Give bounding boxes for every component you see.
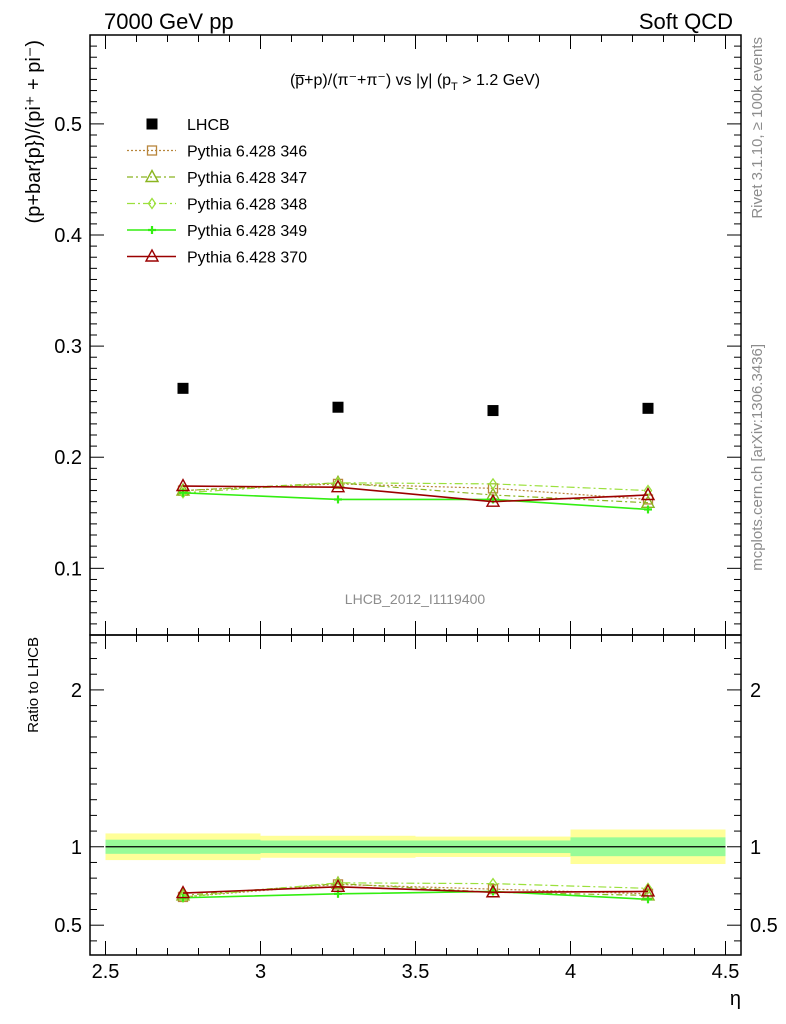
ratio-y-tick-label-left: 1 (71, 837, 82, 859)
main-point-pythia-6-428-349-3 (644, 505, 652, 514)
legend: LHCB Pythia 6.428 346 Pythia 6.428 347 Pyth… (127, 117, 307, 267)
x-tick-labels: 2.5 3 3.5 4 4.5 (92, 961, 740, 983)
x-tick-label: 2.5 (92, 961, 120, 983)
ratio-point-pythia-6-428-370-3 (640, 883, 656, 897)
legend-label-pythia-6-428-370: Pythia 6.428 370 (187, 250, 307, 267)
legend-marker-lhcb (146, 118, 158, 130)
main-y-tick-label: 0.4 (54, 225, 82, 247)
main-point-lhcb-1 (332, 401, 344, 413)
ratio-line-pythia-6-428-347 (182, 883, 649, 896)
ratio-point-pythia-6-428-348-0 (178, 890, 188, 904)
main-y-tick-label: 0.2 (54, 447, 82, 469)
legend-label-lhcb: LHCB (187, 117, 230, 134)
x-tick-label: 4 (565, 961, 576, 983)
plot-title-sub: T (451, 81, 458, 93)
ratio-point-pythia-6-428-348-1 (333, 876, 343, 889)
main-line-pythia-6-428-348 (182, 482, 649, 494)
ratio-series-pythia-6-428-370 (175, 878, 656, 899)
ratio-y-tick-label-right: 0.5 (750, 915, 778, 937)
legend-entry-pythia-6-428-348: Pythia 6.428 348 (127, 197, 307, 214)
ratio-line-pythia-6-428-348 (182, 882, 649, 898)
header-energy-label: 7000 GeV pp (104, 9, 234, 34)
main-point-lhcb-3 (642, 402, 654, 414)
main-point-pythia-6-428-370-1 (330, 479, 346, 493)
x-axis-label: η (730, 988, 741, 1010)
ratio-point-pythia-6-428-370-2 (485, 884, 501, 898)
main-y-tick-label: 0.5 (54, 114, 82, 136)
main-series-pythia-6-428-346 (177, 478, 654, 505)
legend-marker-pythia-6-428-346 (146, 145, 158, 156)
plot-title-main: (p̅+p)/(π⁻+π⁻) vs |y| (p (290, 72, 451, 89)
analysis-watermark: LHCB_2012_I1119400 (345, 591, 486, 607)
legend-label-pythia-6-428-347: Pythia 6.428 347 (187, 170, 307, 187)
main-series-group (175, 382, 656, 514)
header-category-label: Soft QCD (639, 9, 733, 34)
main-line-pythia-6-428-370 (182, 485, 649, 503)
ratio-point-pythia-6-428-348-3 (643, 882, 653, 895)
ratio-y-tick-label-left: 0.5 (54, 915, 82, 937)
plot-title-tail: > 1.2 GeV) (458, 72, 540, 89)
ratio-line-pythia-6-428-349 (182, 890, 649, 901)
main-point-lhcb-2 (487, 405, 499, 417)
legend-marker-pythia-6-428-349 (148, 226, 156, 234)
ratio-uncertainty-bands (105, 829, 726, 865)
main-point-pythia-6-428-348-2 (488, 477, 498, 491)
legend-entry-pythia-6-428-346: Pythia 6.428 346 (127, 144, 307, 161)
ratio-y-tick-label-left: 2 (71, 680, 82, 702)
plot-title: (p̅+p)/(π⁻+π⁻) vs |y| (pT > 1.2 GeV) (290, 72, 540, 93)
main-y-axis-label: (p+bar{p})/(pi⁺ + pi⁻) (23, 40, 45, 223)
ratio-series-group (175, 875, 656, 904)
main-series-pythia-6-428-347 (175, 474, 656, 508)
legend-label-pythia-6-428-349: Pythia 6.428 349 (187, 223, 307, 240)
main-series-pythia-6-428-370 (175, 478, 656, 507)
ratio-plot-frame (89, 634, 742, 956)
main-point-pythia-6-428-370-0 (175, 478, 191, 492)
x-tick-label: 4.5 (712, 961, 740, 983)
legend-marker-pythia-6-428-347 (144, 169, 160, 183)
main-y-tick-labels: 0.1 0.2 0.3 0.4 0.5 (54, 114, 82, 580)
main-point-pythia-6-428-349-1 (334, 495, 342, 504)
legend-label-pythia-6-428-348: Pythia 6.428 348 (187, 197, 307, 214)
legend-entry-pythia-6-428-347: Pythia 6.428 347 (127, 169, 307, 187)
axis-ticks (90, 35, 741, 955)
main-point-lhcb-0 (177, 382, 189, 394)
legend-entry-pythia-6-428-370: Pythia 6.428 370 (127, 248, 307, 267)
main-y-tick-label: 0.1 (54, 558, 82, 580)
legend-entry-lhcb: LHCB (146, 117, 230, 134)
ratio-y-tick-label-right: 2 (750, 680, 761, 702)
ratio-point-pythia-6-428-370-0 (175, 885, 191, 899)
x-tick-label: 3.5 (402, 961, 430, 983)
ratio-y-axis-label: Ratio to LHCB (25, 637, 42, 733)
x-tick-label: 3 (255, 961, 266, 983)
main-series-pythia-6-428-349 (179, 488, 652, 514)
main-line-pythia-6-428-349 (182, 491, 649, 511)
mcplots-reference-label: mcplots.cern.ch [arXiv:1306.3436] (749, 344, 766, 571)
ratio-y-tick-label-right: 1 (750, 837, 761, 859)
main-series-lhcb (177, 382, 654, 417)
rivet-version-label: Rivet 3.1.10, ≥ 100k events (749, 37, 766, 219)
legend-label-pythia-6-428-346: Pythia 6.428 346 (187, 144, 307, 161)
legend-entry-pythia-6-428-349: Pythia 6.428 349 (127, 223, 307, 240)
main-point-pythia-6-428-370-2 (485, 493, 501, 507)
ratio-line-pythia-6-428-370 (182, 885, 649, 894)
ratio-y-tick-labels: 0.5 0.5 1 1 2 2 (54, 680, 778, 937)
ratio-point-pythia-6-428-370-1 (330, 878, 346, 892)
main-y-tick-label: 0.3 (54, 336, 82, 358)
legend-marker-pythia-6-428-348 (147, 197, 157, 210)
main-point-pythia-6-428-370-3 (640, 487, 656, 501)
legend-marker-pythia-6-428-370 (144, 248, 160, 262)
